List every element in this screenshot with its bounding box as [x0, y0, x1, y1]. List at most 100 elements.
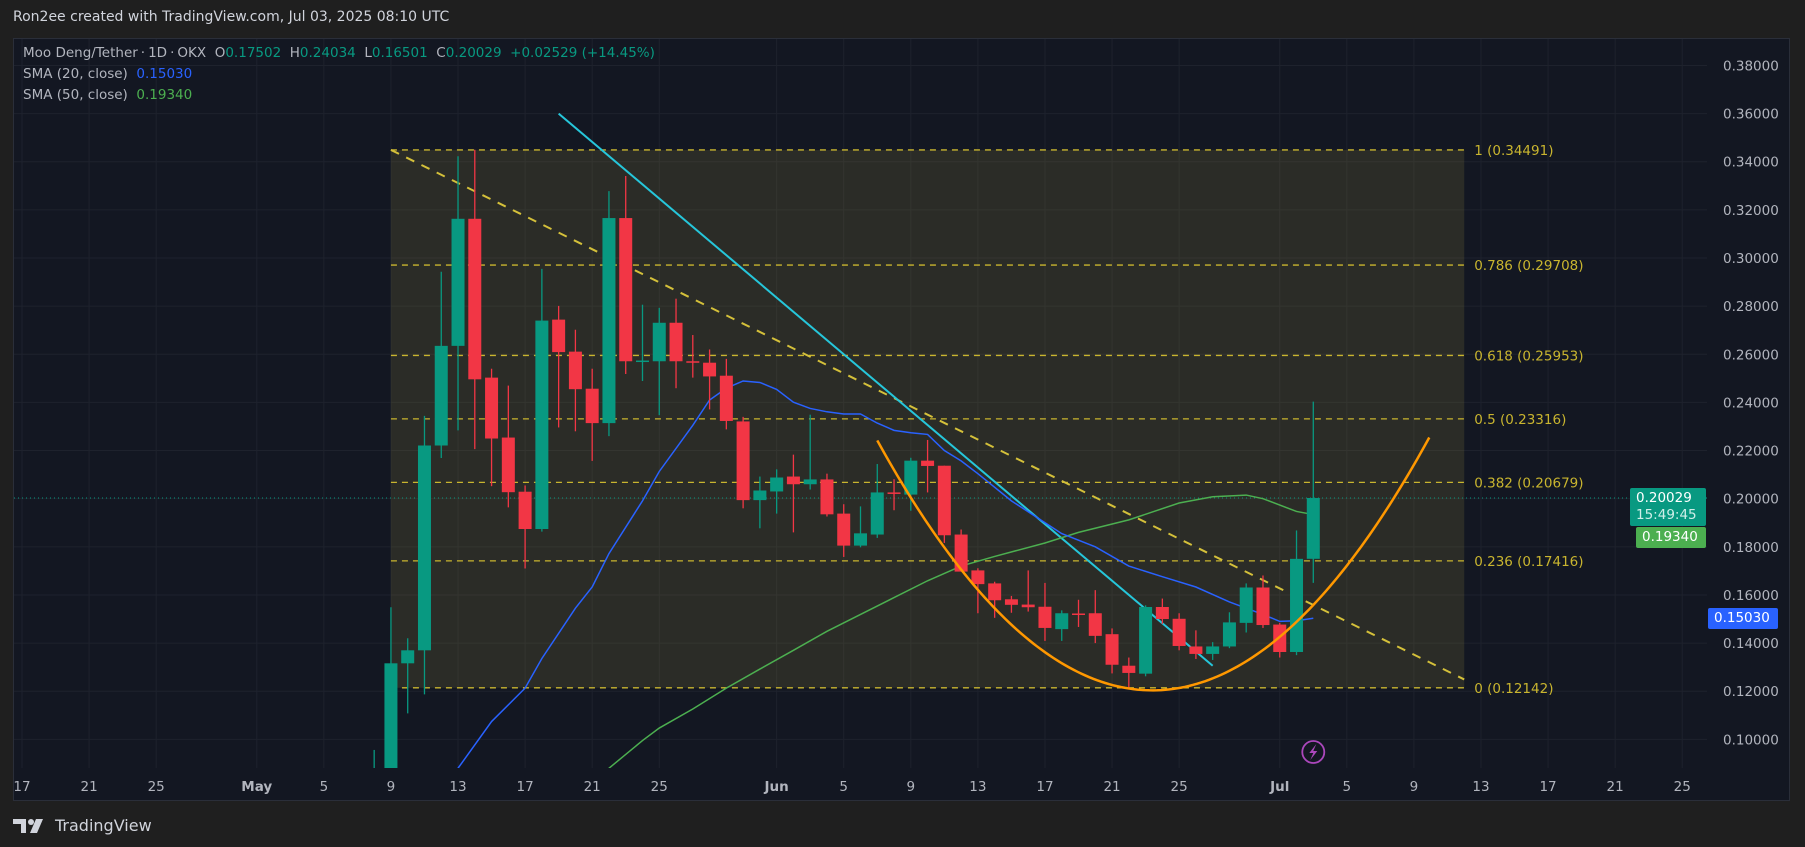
candle-body	[988, 583, 1002, 601]
candle[interactable]	[1088, 590, 1102, 644]
time-tick-label: Jun	[764, 779, 789, 795]
time-axis[interactable]: 17 21 25 May 5 9 13 17 21 25 Jun 5 9 13 17 21 25 Jul 5 9 13 1…	[13, 779, 1690, 795]
candle[interactable]	[368, 749, 381, 812]
fibonacci-level-label: 0.236 (0.17416)	[1474, 554, 1583, 570]
descending-trendline[interactable]	[557, 112, 1214, 667]
change-value: +0.02529 (+14.45%)	[510, 45, 655, 61]
candle[interactable]	[535, 268, 549, 532]
candle-body	[619, 218, 633, 362]
candle-body	[585, 388, 599, 424]
candle-body	[1105, 634, 1119, 665]
fibonacci-level-label: 0.786 (0.29708)	[1474, 258, 1583, 274]
candle[interactable]	[1055, 610, 1069, 641]
candle[interactable]	[937, 465, 951, 543]
time-tick-label: 5	[1343, 779, 1352, 795]
candle[interactable]	[686, 335, 700, 378]
sma50-legend[interactable]: SMA (50, close) 0.19340	[23, 87, 192, 103]
candle[interactable]	[1155, 598, 1169, 624]
candle-body	[937, 465, 951, 536]
candle-body	[1172, 618, 1186, 646]
candle[interactable]	[1306, 401, 1320, 583]
time-tick-label: 25	[148, 779, 165, 795]
sma20-legend[interactable]: SMA (20, close) 0.15030	[23, 66, 192, 82]
candle-body	[887, 492, 901, 494]
candle[interactable]	[468, 149, 482, 450]
candle[interactable]	[434, 271, 448, 459]
candle[interactable]	[703, 349, 717, 410]
candle[interactable]	[1206, 642, 1220, 660]
candle[interactable]	[921, 439, 935, 493]
price-axis[interactable]: 0.38000 0.36000 0.34000 0.32000 0.30000 0.280…	[1723, 58, 1779, 748]
candle[interactable]	[1222, 612, 1236, 649]
candle[interactable]	[1256, 575, 1270, 628]
tradingview-logo[interactable]: TradingView	[13, 816, 152, 835]
time-tick-label: 21	[584, 779, 601, 795]
price-tick-label: 0.36000	[1723, 107, 1779, 123]
candle[interactable]	[786, 454, 800, 533]
candle[interactable]	[988, 581, 1002, 618]
candle[interactable]	[602, 191, 616, 437]
plot-area[interactable]: 1 (0.34491) 0.786 (0.29708) 0.618 (0.25953…	[14, 112, 1707, 812]
candle[interactable]	[736, 416, 750, 509]
candle[interactable]	[619, 175, 633, 375]
exchange: OKX	[177, 45, 207, 61]
rounded-bottom-curve[interactable]	[876, 436, 1431, 692]
candle-body	[753, 490, 767, 501]
candle[interactable]	[1122, 657, 1136, 689]
sma50-line[interactable]	[592, 494, 1314, 787]
candle[interactable]	[635, 304, 649, 381]
candle[interactable]	[753, 476, 767, 529]
candle-body	[434, 345, 448, 446]
candle[interactable]	[1105, 628, 1119, 674]
time-tick-label: 25	[651, 779, 668, 795]
candle[interactable]	[652, 307, 666, 416]
candle-body	[368, 787, 381, 799]
candle[interactable]	[669, 298, 683, 389]
fibonacci-zone[interactable]	[390, 149, 1465, 688]
price-tick-label: 0.20000	[1723, 492, 1779, 508]
candle[interactable]	[1004, 595, 1018, 613]
candle[interactable]	[451, 156, 465, 431]
dashed-trendline[interactable]	[390, 149, 1465, 681]
candle[interactable]	[803, 414, 817, 490]
candle-body	[854, 533, 867, 546]
candle[interactable]	[485, 368, 499, 487]
symbol-name: Moo Deng/Tether	[23, 45, 138, 61]
candle[interactable]	[552, 305, 566, 428]
candle[interactable]	[401, 638, 415, 714]
candle[interactable]	[568, 329, 582, 432]
candle[interactable]	[1172, 613, 1186, 651]
time-tick-label: 17	[13, 779, 30, 795]
candle[interactable]	[1239, 583, 1253, 633]
candle[interactable]	[904, 457, 918, 511]
candle-body	[384, 663, 398, 768]
time-tick-label: 17	[1539, 779, 1556, 795]
candle-body	[820, 479, 834, 515]
candle[interactable]	[770, 469, 784, 514]
candle[interactable]	[1189, 630, 1203, 659]
candle[interactable]	[384, 607, 398, 799]
candle[interactable]	[954, 529, 968, 572]
candle[interactable]	[854, 506, 867, 548]
candle[interactable]	[719, 358, 733, 430]
candle[interactable]	[1038, 582, 1052, 641]
candle[interactable]	[1290, 530, 1304, 656]
candle[interactable]	[1072, 599, 1086, 627]
candle[interactable]	[417, 415, 431, 695]
lightning-icon[interactable]	[1301, 740, 1326, 764]
sma20-line[interactable]	[441, 380, 1314, 792]
low-value: 0.16501	[371, 45, 428, 61]
candle[interactable]	[1021, 570, 1035, 612]
candle[interactable]	[887, 479, 901, 511]
symbol-legend[interactable]: Moo Deng/Tether · 1D · OKX O0.17502 H0.24034…	[23, 45, 655, 61]
candle[interactable]	[820, 473, 834, 517]
candle[interactable]	[1139, 605, 1153, 677]
candle[interactable]	[870, 464, 884, 538]
candle-body	[1139, 606, 1153, 674]
candle[interactable]	[837, 504, 851, 557]
candle[interactable]	[518, 485, 532, 569]
candle[interactable]	[501, 385, 515, 508]
candle-body	[1038, 606, 1052, 628]
candle[interactable]	[585, 368, 599, 461]
